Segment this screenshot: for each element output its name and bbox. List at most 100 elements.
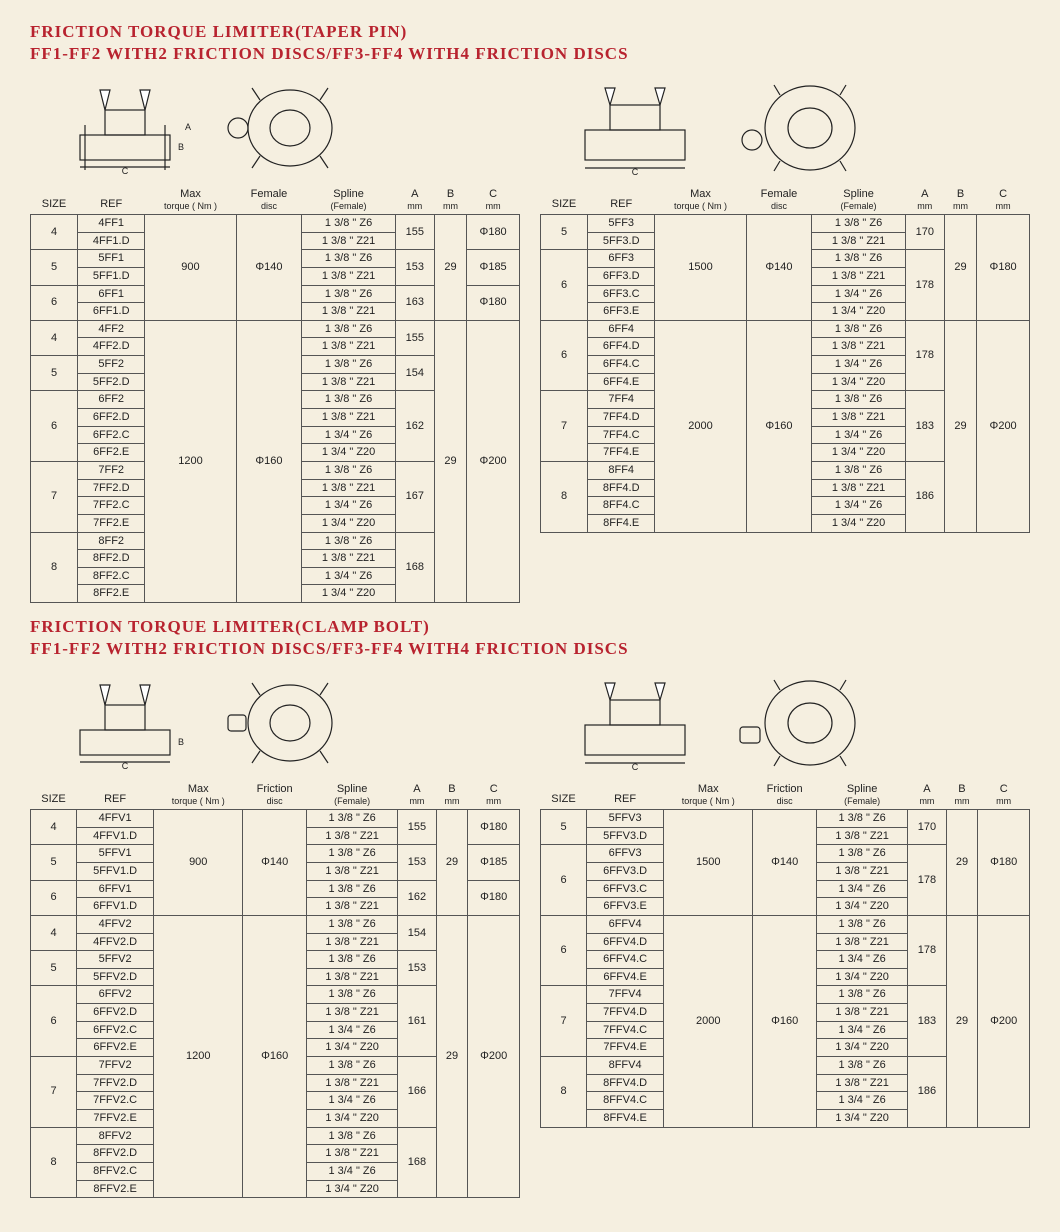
cell-a: 183	[908, 986, 946, 1057]
cell-size: 4	[31, 915, 77, 950]
svg-text:B: B	[178, 737, 184, 747]
cell-ref: 6FFV4.E	[587, 968, 664, 986]
cell-spline: 1 3/4 " Z6	[306, 1092, 397, 1110]
col-header: Frictiondisc	[243, 781, 307, 809]
cell-b: 29	[434, 214, 466, 320]
cell-b: 29	[944, 320, 976, 532]
cell-ref: 6FF4.C	[588, 356, 655, 374]
cell-spline: 1 3/8 " Z21	[812, 267, 905, 285]
cell-ref: 8FF2.D	[78, 550, 145, 568]
cell-spline: 1 3/4 " Z20	[812, 514, 905, 532]
cell-ref: 5FFV3.D	[587, 827, 664, 845]
cell-spline: 1 3/8 " Z21	[816, 862, 907, 880]
section2-right: C SIZEREFMaxtorque ( Nm )FrictiondiscSpl…	[540, 661, 1030, 1198]
cell-ref: 4FFV1	[77, 810, 154, 828]
diagram-icon: C	[540, 667, 1030, 777]
cell-spline: 1 3/8 " Z21	[306, 1004, 397, 1022]
cell-a: 170	[908, 810, 946, 845]
col-header: REF	[77, 781, 154, 809]
cell-spline: 1 3/4 " Z20	[306, 1039, 397, 1057]
cell-c: Φ200	[467, 320, 520, 602]
cell-a: 162	[395, 391, 434, 462]
spec-table: SIZEREFMaxtorque ( Nm )FemalediscSpline(…	[30, 186, 520, 603]
cell-ref: 5FFV3	[587, 810, 664, 828]
cell-ref: 6FFV2	[77, 986, 154, 1004]
cell-ref: 8FFV2	[77, 1127, 154, 1145]
cell-spline: 1 3/8 " Z21	[812, 409, 905, 427]
cell-spline: 1 3/8 " Z6	[816, 845, 907, 863]
cell-spline: 1 3/8 " Z6	[306, 986, 397, 1004]
cell-disc: Φ140	[746, 214, 812, 320]
svg-text:C: C	[632, 762, 639, 770]
cell-ref: 5FF1.D	[78, 267, 145, 285]
cell-a: 155	[398, 810, 436, 845]
cell-ref: 5FFV1.D	[77, 862, 154, 880]
cell-torque: 2000	[664, 915, 753, 1127]
cell-size: 8	[541, 1057, 587, 1128]
cell-size: 6	[541, 845, 587, 916]
cell-ref: 4FF1.D	[78, 232, 145, 250]
cell-a: 186	[905, 461, 944, 532]
cell-spline: 1 3/8 " Z21	[302, 409, 395, 427]
section1-title2: FF1-FF2 WITH2 FRICTION DISCS/FF3-FF4 WIT…	[30, 44, 1030, 64]
cell-spline: 1 3/8 " Z6	[306, 1127, 397, 1145]
cell-torque: 1500	[664, 810, 753, 916]
cell-a: 153	[398, 951, 436, 986]
cell-spline: 1 3/8 " Z21	[306, 933, 397, 951]
cell-spline: 1 3/8 " Z6	[306, 915, 397, 933]
cell-ref: 6FF3.C	[588, 285, 655, 303]
cell-spline: 1 3/4 " Z6	[812, 285, 905, 303]
svg-text:B: B	[178, 142, 184, 152]
cell-spline: 1 3/8 " Z6	[302, 391, 395, 409]
cell-c: Φ185	[467, 250, 520, 285]
cell-spline: 1 3/4 " Z6	[306, 1021, 397, 1039]
cell-spline: 1 3/8 " Z21	[306, 862, 397, 880]
col-header: SIZE	[541, 781, 587, 809]
col-header: Cmm	[468, 781, 520, 809]
section1-left: C B A SIZEREFMaxtorque ( Nm )FemalediscS…	[30, 66, 520, 603]
col-header: Spline(Female)	[816, 781, 907, 809]
col-header: Spline(Female)	[302, 186, 395, 214]
svg-text:A: A	[185, 122, 191, 132]
cell-disc: Φ160	[753, 915, 817, 1127]
cell-size: 6	[31, 391, 78, 462]
cell-ref: 6FFV4	[587, 915, 664, 933]
cell-ref: 5FF2.D	[78, 373, 145, 391]
cell-ref: 4FF2.D	[78, 338, 145, 356]
cell-spline: 1 3/8 " Z21	[812, 338, 905, 356]
cell-ref: 6FFV2.C	[77, 1021, 154, 1039]
cell-spline: 1 3/4 " Z6	[302, 567, 395, 585]
cell-spline: 1 3/8 " Z6	[816, 915, 907, 933]
cell-spline: 1 3/8 " Z6	[306, 810, 397, 828]
cell-ref: 6FF4	[588, 320, 655, 338]
cell-ref: 8FF2.E	[78, 585, 145, 603]
cell-ref: 8FFV2.D	[77, 1145, 154, 1163]
cell-size: 7	[541, 391, 588, 462]
cell-spline: 1 3/8 " Z6	[302, 356, 395, 374]
cell-ref: 8FFV4	[587, 1057, 664, 1075]
cell-ref: 6FF3.E	[588, 303, 655, 321]
col-header: SIZE	[31, 186, 78, 214]
cell-c: Φ180	[977, 214, 1030, 320]
cell-ref: 7FFV4.D	[587, 1004, 664, 1022]
cell-ref: 6FF4.E	[588, 373, 655, 391]
cell-spline: 1 3/8 " Z6	[812, 461, 905, 479]
col-header: SIZE	[31, 781, 77, 809]
cell-spline: 1 3/8 " Z6	[306, 1057, 397, 1075]
col-header: REF	[587, 781, 664, 809]
cell-ref: 4FF2	[78, 320, 145, 338]
cell-disc: Φ140	[236, 214, 302, 320]
cell-ref: 8FFV4.E	[587, 1109, 664, 1127]
cell-ref: 6FF2.D	[78, 409, 145, 427]
cell-c: Φ180	[468, 880, 520, 915]
cell-spline: 1 3/8 " Z21	[816, 827, 907, 845]
spec-table: SIZEREFMaxtorque ( Nm )FemalediscSpline(…	[540, 186, 1030, 533]
cell-a: 170	[905, 214, 944, 249]
cell-spline: 1 3/4 " Z6	[302, 426, 395, 444]
col-header: REF	[588, 186, 655, 214]
spec-table: SIZEREFMaxtorque ( Nm )FrictiondiscSplin…	[30, 781, 520, 1198]
cell-ref: 4FFV2	[77, 915, 154, 933]
cell-spline: 1 3/8 " Z21	[812, 479, 905, 497]
cell-spline: 1 3/8 " Z6	[306, 880, 397, 898]
cell-ref: 6FFV4.D	[587, 933, 664, 951]
